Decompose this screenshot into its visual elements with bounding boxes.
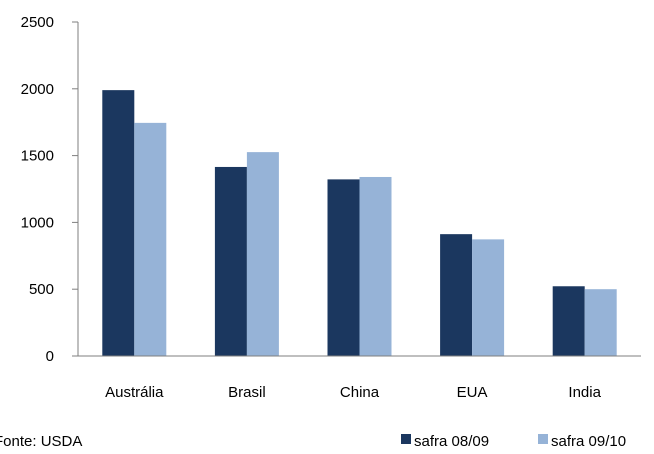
bar-brasil-series-2 [246, 152, 279, 356]
x-tick-label: Austrália [105, 384, 164, 401]
bar-eua-series-1 [440, 234, 473, 356]
bar-china-series-2 [359, 176, 392, 356]
bar-india-series-2 [584, 289, 617, 356]
bar-india-series-1 [552, 286, 585, 356]
legend-swatch-series-1 [401, 434, 411, 444]
bar-china-series-1 [327, 179, 360, 356]
y-axis-tick-labels: 0 500 1000 1500 2000 2500 [21, 14, 54, 365]
bar-austrália-series-1 [102, 90, 135, 357]
bar-eua-series-2 [472, 239, 505, 356]
y-tick-label: 500 [29, 281, 54, 298]
x-tick-label: India [568, 384, 601, 401]
x-tick-label: EUA [457, 384, 488, 401]
bar-brasil-series-1 [214, 166, 247, 356]
y-tick-label: 2000 [21, 81, 54, 98]
bar-austrália-series-2 [134, 122, 167, 356]
x-axis-tick-labels: Austrália Brasil China EUA India [105, 384, 601, 401]
y-tick-label: 0 [46, 348, 54, 365]
legend: safra 08/09 safra 09/10 [401, 433, 626, 450]
x-tick-label: China [340, 384, 380, 401]
bars-group [102, 90, 617, 357]
y-tick-label: 1500 [21, 148, 54, 165]
y-tick-label: 1000 [21, 214, 54, 231]
source-note: Fonte: USDA [0, 433, 82, 450]
x-tick-label: Brasil [228, 384, 266, 401]
legend-swatch-series-2 [538, 434, 548, 444]
legend-label-series-1: safra 08/09 [414, 433, 489, 450]
legend-label-series-2: safra 09/10 [551, 433, 626, 450]
y-tick-label: 2500 [21, 14, 54, 31]
y-axis-ticks [72, 21, 78, 357]
